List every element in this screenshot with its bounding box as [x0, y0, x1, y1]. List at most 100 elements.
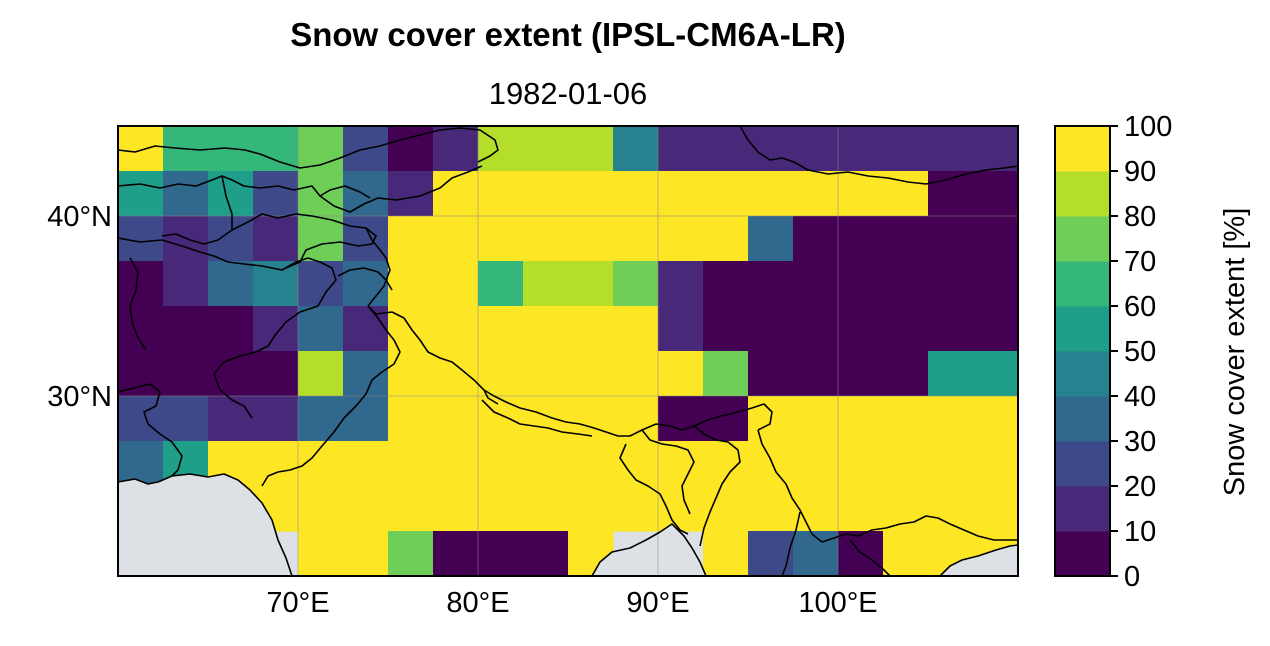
snow-cell: [883, 306, 929, 352]
snow-cell: [748, 216, 794, 262]
border-china-kashmir: [367, 305, 475, 381]
snow-cell: [613, 486, 659, 532]
colorbar-bin: [1055, 171, 1110, 217]
snow-cell: [568, 261, 614, 307]
snow-cell: [973, 216, 1018, 262]
map-panel: [118, 126, 1018, 646]
snow-cell: [883, 216, 929, 262]
snow-cell: [613, 261, 659, 307]
lon-tick-label: 70°E: [266, 587, 329, 619]
snow-cell: [928, 306, 974, 352]
border-kazakhstan-south: [118, 165, 483, 213]
snow-cell: [388, 351, 434, 397]
snow-cell: [433, 621, 479, 646]
snow-cell: [343, 576, 389, 622]
snow-cell: [433, 216, 479, 262]
snow-cell: [793, 216, 839, 262]
snow-cell: [163, 351, 209, 397]
coastline-west: [118, 473, 293, 576]
border-laos: [849, 539, 891, 576]
border-kyrgyzstan: [319, 185, 371, 199]
snow-cell: [388, 486, 434, 532]
snow-cell: [838, 351, 884, 397]
snow-cell: [388, 261, 434, 307]
snow-cell: [748, 486, 794, 532]
border-bangladesh: [619, 443, 689, 535]
snow-cell: [478, 531, 524, 576]
snow-cell: [973, 171, 1018, 217]
colorbar-tick-label: 30: [1124, 426, 1156, 458]
snow-cell: [748, 621, 794, 646]
snow-cell: [658, 351, 704, 397]
border-myanmar-china: [757, 429, 823, 543]
snow-cell: [343, 171, 389, 217]
colorbar-tick-label: 60: [1124, 291, 1156, 323]
snow-cell: [523, 306, 569, 352]
snow-cell: [253, 216, 299, 262]
snow-cell: [973, 441, 1018, 487]
snow-cell: [478, 441, 524, 487]
snow-cell: [388, 576, 434, 622]
snow-cell: [883, 576, 929, 622]
snow-cell: [568, 396, 614, 442]
snow-cell: [793, 306, 839, 352]
snow-cell: [163, 396, 209, 442]
snow-cell: [433, 126, 479, 172]
snow-cell: [973, 396, 1018, 442]
snow-cell: [253, 171, 299, 217]
border-india-pakistan: [261, 305, 401, 487]
colorbar-bin: [1055, 126, 1110, 172]
snow-cell: [298, 171, 344, 217]
colorbar-tick-label: 40: [1124, 381, 1156, 413]
snow-cell: [973, 126, 1018, 172]
snow-cell: [838, 261, 884, 307]
snow-cell: [523, 126, 569, 172]
snow-cell: [703, 576, 749, 622]
border-iran-afghanistan: [129, 257, 147, 351]
map-title: Snow cover extent (IPSL-CM6A-LR): [290, 16, 846, 53]
bay-of-bengal: [592, 524, 706, 576]
snow-cell: [343, 216, 389, 262]
snow-cell: [658, 306, 704, 352]
border-thailand: [781, 511, 801, 576]
snow-cell: [748, 261, 794, 307]
snow-cell: [343, 441, 389, 487]
snow-cell: [523, 576, 569, 622]
lat-tick-label: 40°N: [47, 201, 112, 233]
snow-cell: [253, 306, 299, 352]
snow-cell: [748, 306, 794, 352]
snow-cell: [703, 441, 749, 487]
snow-cell: [883, 396, 929, 442]
snow-cell: [703, 261, 749, 307]
snow-cell: [928, 216, 974, 262]
snow-cell: [883, 441, 929, 487]
snow-cell: [793, 351, 839, 397]
border-kashmir-loc: [337, 267, 393, 291]
snow-cell: [703, 216, 749, 262]
snow-cell: [523, 216, 569, 262]
arabian-sea: [118, 474, 292, 576]
snow-cell: [298, 306, 344, 352]
lat-tick-label: 30°N: [47, 381, 112, 413]
snow-cell: [838, 486, 884, 532]
snow-cell: [478, 351, 524, 397]
colorbar-tick-label: 20: [1124, 471, 1156, 503]
snow-cell: [523, 441, 569, 487]
snow-cell: [793, 126, 839, 172]
snow-cell: [388, 441, 434, 487]
snow-cell: [793, 261, 839, 307]
snow-cell: [658, 396, 704, 442]
snow-cell: [433, 531, 479, 576]
snow-cell: [298, 621, 344, 646]
colorbar-label: Snow cover extent [%]: [1219, 208, 1251, 497]
snow-cell: [793, 621, 839, 646]
snow-cell: [568, 216, 614, 262]
snow-cell: [658, 171, 704, 217]
snow-cell: [253, 261, 299, 307]
snow-cell: [658, 216, 704, 262]
snow-cell: [838, 621, 884, 646]
snow-cell: [568, 486, 614, 532]
colorbar-bin: [1055, 486, 1110, 532]
snow-cell: [928, 441, 974, 487]
colorbar-bin: [1055, 306, 1110, 352]
